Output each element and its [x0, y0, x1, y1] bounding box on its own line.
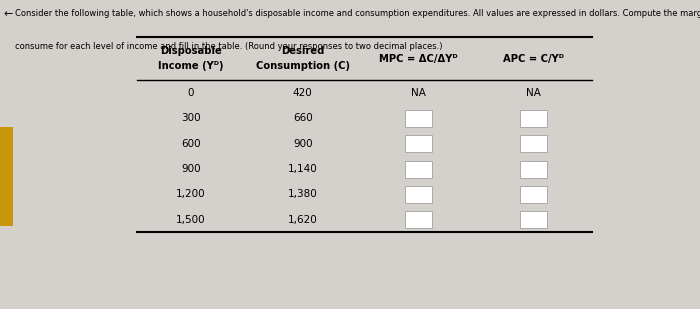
Text: 1,140: 1,140 — [288, 164, 318, 174]
Text: 1,200: 1,200 — [176, 189, 206, 199]
Text: MPC = ΔC/ΔYᴰ: MPC = ΔC/ΔYᴰ — [379, 54, 458, 64]
Text: NA: NA — [526, 88, 541, 98]
Text: 1,500: 1,500 — [176, 215, 206, 225]
Text: 900: 900 — [181, 164, 201, 174]
Text: Income (Yᴰ): Income (Yᴰ) — [158, 61, 223, 71]
Text: ←: ← — [4, 9, 13, 19]
Text: APC = C/Yᴰ: APC = C/Yᴰ — [503, 54, 564, 64]
Text: 600: 600 — [181, 139, 201, 149]
Text: 900: 900 — [293, 139, 313, 149]
Text: Disposable: Disposable — [160, 46, 222, 56]
Text: 420: 420 — [293, 88, 313, 98]
Text: 1,620: 1,620 — [288, 215, 318, 225]
Text: Consumption (C): Consumption (C) — [256, 61, 350, 71]
Text: 1,380: 1,380 — [288, 189, 318, 199]
Text: consume for each level of income and fill in the table. (Round your responses to: consume for each level of income and fil… — [15, 42, 443, 51]
Text: 0: 0 — [188, 88, 194, 98]
Text: Desired: Desired — [281, 46, 324, 56]
Text: Consider the following table, which shows a household's disposable income and co: Consider the following table, which show… — [15, 9, 700, 18]
Text: NA: NA — [411, 88, 426, 98]
Text: 300: 300 — [181, 113, 201, 123]
Text: 660: 660 — [293, 113, 313, 123]
